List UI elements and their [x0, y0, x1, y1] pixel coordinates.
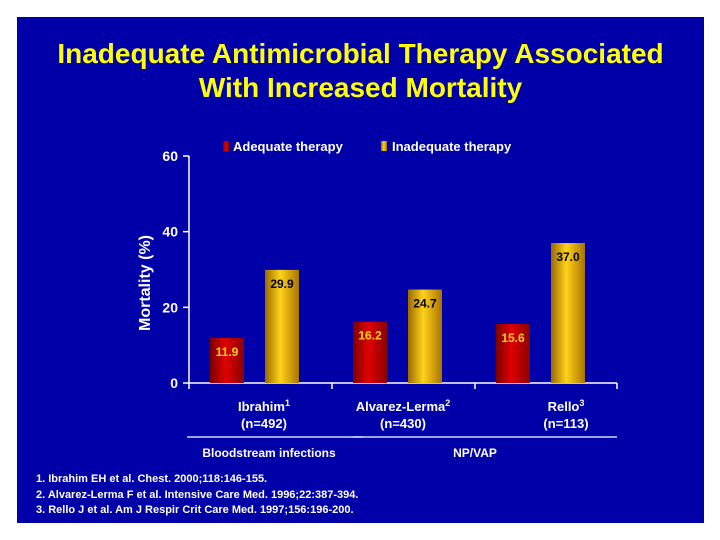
group-name: Alvarez-Lerma	[356, 399, 446, 414]
y-tick-label: 60	[162, 148, 178, 164]
title-line-2: With Increased Mortality	[198, 72, 523, 103]
title-line-1: Inadequate Antimicrobial Therapy Associa…	[57, 38, 664, 69]
legend-swatch-inadequate	[381, 141, 387, 151]
bar-value-label: 16.2	[358, 329, 382, 343]
group-count-ibrahim: (n=492)	[241, 416, 287, 431]
bar-inadequate-ibrahim	[265, 269, 299, 383]
bar-value-label: 37.0	[556, 250, 580, 264]
reference-1: 1. Ibrahim EH et al. Chest. 2000;118:146…	[36, 473, 268, 485]
group-count-alvarez-lerma: (n=430)	[380, 416, 426, 431]
group-superscript: 1	[285, 398, 290, 408]
reference-2: 2. Alvarez-Lerma F et al. Intensive Care…	[36, 488, 359, 501]
legend-swatch-adequate	[223, 141, 229, 151]
y-tick-label: 20	[162, 299, 178, 315]
group-name: Rello	[548, 399, 580, 414]
group-name: Ibrahim	[238, 399, 285, 414]
reference-3: 3. Rello J et al. Am J Respir Crit Care …	[36, 504, 354, 516]
legend-label-inadequate: Inadequate therapy	[392, 139, 512, 154]
group-count-rello: (n=113)	[543, 416, 588, 431]
slide: Inadequate Antimicrobial Therapy Associa…	[17, 17, 704, 523]
bar-value-label: 11.9	[216, 345, 239, 359]
bar-value-label: 29.9	[270, 277, 294, 291]
bar-inadequate-alvarez-lerma	[408, 289, 442, 383]
y-tick-label: 40	[162, 224, 178, 240]
references: 1. Ibrahim EH et al. Chest. 2000;118:146…	[36, 472, 358, 519]
bar-adequate-ibrahim	[210, 337, 244, 383]
slide-title: Inadequate Antimicrobial Therapy Associa…	[17, 37, 704, 105]
group-label-ibrahim: Ibrahim1	[238, 398, 290, 414]
group-superscript: 2	[445, 398, 450, 408]
y-tick-label: 0	[170, 375, 178, 391]
bar-value-label: 15.6	[501, 331, 525, 345]
bar-value-label: 24.7	[413, 297, 437, 311]
group-superscript: 3	[579, 398, 584, 408]
bar-adequate-rello	[496, 323, 530, 383]
bar-adequate-alvarez-lerma	[353, 321, 387, 383]
category-label-npvap: NP/VAP	[453, 446, 497, 460]
bar-inadequate-rello	[551, 243, 585, 383]
mortality-bar-chart: Adequate therapy Inadequate therapy Mort…	[137, 139, 618, 460]
y-axis-label: Mortality (%)	[137, 235, 154, 331]
group-label-rello: Rello3	[548, 398, 585, 414]
group-label-alvarez-lerma: Alvarez-Lerma2	[356, 398, 451, 414]
category-label-bloodstream: Bloodstream infections	[202, 446, 336, 460]
legend-label-adequate: Adequate therapy	[233, 139, 344, 154]
